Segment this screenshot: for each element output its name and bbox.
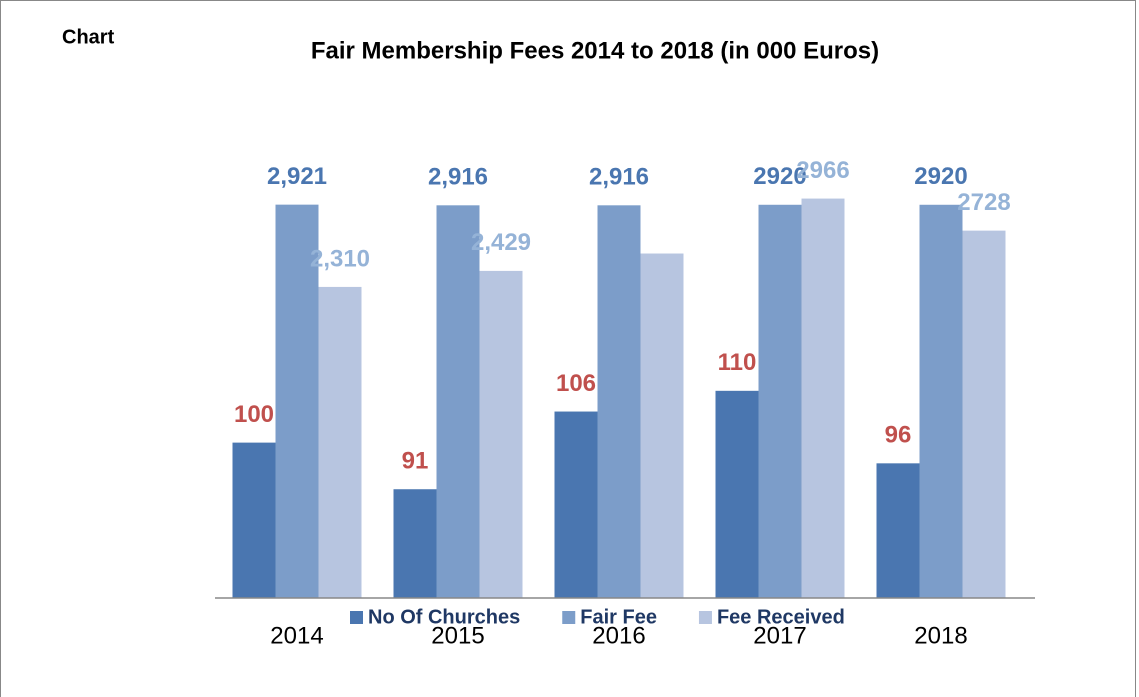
bar [479,270,523,598]
bar [318,286,362,598]
legend-label: No Of Churches [368,606,520,628]
bar [919,204,963,599]
data-label: 110 [718,349,757,376]
bar [640,253,684,599]
data-label: 2,916 [589,164,649,191]
data-label: 96 [885,422,912,449]
bar [876,463,920,598]
bar [758,204,802,599]
data-label: 2,310 [310,245,370,272]
chart-tag: Chart [62,26,115,48]
legend-label: Fair Fee [580,606,657,628]
data-label: 100 [234,401,274,428]
x-tick-label: 2015 [431,622,484,649]
x-tick-label: 2014 [270,622,323,649]
bar [597,205,641,598]
bar [554,411,598,598]
bar [801,198,845,598]
bar [232,442,276,598]
bar [962,230,1006,598]
x-tick-label: 2018 [914,622,967,649]
bar [715,390,759,598]
bar [275,204,319,598]
data-label: 2966 [796,157,849,184]
data-label: 106 [556,370,596,397]
x-tick-label: 2017 [753,622,806,649]
data-label: 2,921 [267,163,327,190]
data-label: 2728 [957,189,1010,216]
bar [393,489,437,598]
legend-swatch [562,611,576,624]
bar [436,205,480,598]
data-label: 91 [402,448,429,475]
legend-swatch [350,611,363,624]
x-tick-label: 2016 [592,622,645,649]
legend-label: Fee Received [717,606,845,628]
data-label: 2920 [753,163,806,190]
data-label: 2,916 [428,164,488,191]
legend-swatch [698,611,712,624]
data-label: 2,429 [471,229,531,256]
chart-title: Fair Membership Fees 2014 to 2018 (in 00… [311,37,879,64]
data-label: 2920 [914,163,967,190]
